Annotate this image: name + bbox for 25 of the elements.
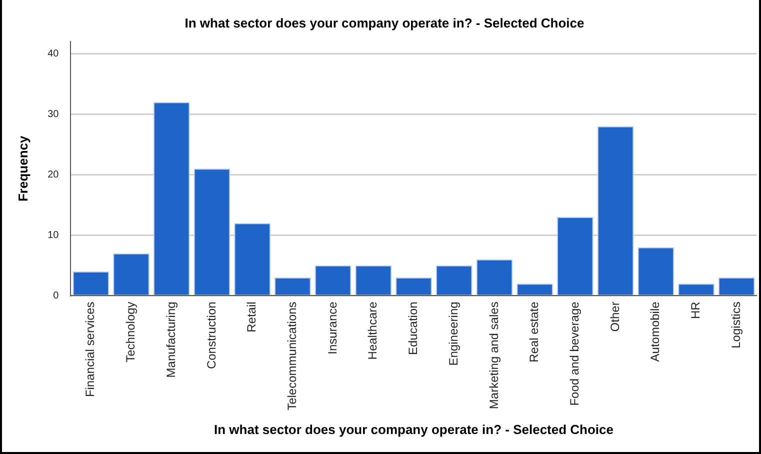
x-tick-label: HR bbox=[688, 301, 703, 320]
x-tick-label: Healthcare bbox=[366, 301, 380, 360]
y-tick-label: 30 bbox=[48, 108, 60, 120]
x-axis-title: In what sector does your company operate in? - Selected Choice bbox=[214, 422, 614, 437]
x-tick-label: Marketing and sales bbox=[486, 302, 501, 410]
y-tick-label: 10 bbox=[48, 230, 60, 241]
x-tick-label: Telecommunications bbox=[284, 302, 299, 410]
x-tick-label: Financial services bbox=[83, 302, 98, 398]
x-tick-label: Education bbox=[406, 302, 420, 356]
x-tick-label: Retail bbox=[244, 302, 259, 332]
x-tick-label: Technology bbox=[124, 302, 138, 362]
y-axis-title: Frequency bbox=[15, 135, 30, 202]
y-tick-label: 20 bbox=[48, 169, 60, 180]
x-tick-label: Logistics bbox=[728, 302, 743, 348]
x-tick-label: Food and beverage bbox=[567, 301, 582, 406]
y-tick-label: 40 bbox=[48, 48, 60, 60]
x-tick-label: Engineering bbox=[446, 302, 460, 366]
x-tick-label: Insurance bbox=[325, 301, 340, 354]
chart-title: In what sector does your company operate in? - Selected Choice bbox=[184, 15, 584, 30]
x-tick-label: Other bbox=[608, 302, 622, 332]
x-tick-label: Manufacturing bbox=[164, 302, 178, 378]
x-tick-label: Construction bbox=[204, 302, 218, 370]
x-tick-label: Real estate bbox=[527, 301, 542, 362]
x-tick-label: Automobile bbox=[648, 301, 662, 362]
y-tick-label: 0 bbox=[53, 290, 60, 302]
